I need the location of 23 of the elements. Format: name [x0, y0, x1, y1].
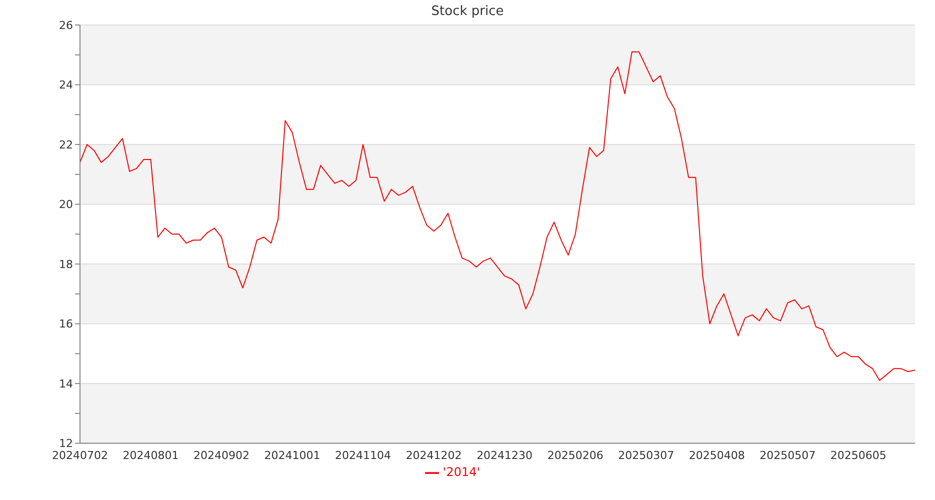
y-tick-label: 24: [59, 78, 73, 92]
x-tick-label: 20250605: [830, 449, 886, 462]
legend-label: '2014': [442, 465, 480, 480]
y-tick-label: 16: [59, 318, 73, 331]
chart-title: Stock price: [430, 4, 505, 19]
x-tick-label: 20250408: [688, 449, 745, 462]
y-tick-label: 22: [59, 138, 73, 152]
y-tick-label: 14: [59, 377, 73, 390]
x-tick-label: 20240801: [122, 449, 179, 462]
x-tick-label: 20241104: [335, 449, 392, 462]
x-tick-label: 20250206: [547, 449, 604, 462]
y-tick-label: 18: [59, 258, 73, 271]
y-tick-label: 20: [59, 198, 73, 212]
x-tick-label: 20241001: [264, 449, 320, 462]
x-tick-label: 20241230: [476, 449, 533, 462]
x-tick-label: 20240702: [52, 449, 108, 462]
x-tick-label: 20250507: [760, 449, 816, 462]
x-tick-label: 20250307: [618, 449, 674, 462]
x-tick-label: 20240902: [194, 449, 250, 462]
y-tick-label: 26: [59, 18, 73, 32]
y-tick-label: 12: [59, 437, 73, 450]
line-series: [80, 51, 916, 382]
x-tick-label: 20241202: [406, 449, 462, 462]
